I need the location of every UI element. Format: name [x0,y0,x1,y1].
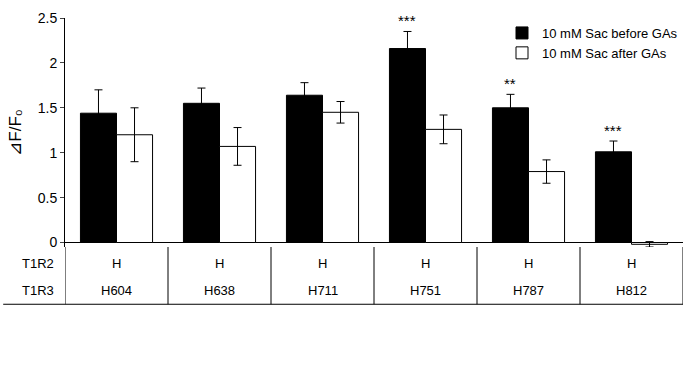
svg-text:T1R3: T1R3 [22,283,54,298]
svg-text:H604: H604 [101,283,132,298]
svg-text:0: 0 [49,234,57,250]
svg-text:H711: H711 [308,283,338,298]
svg-text:H: H [421,256,430,271]
svg-text:1: 1 [49,145,57,161]
svg-text:H: H [524,256,533,271]
svg-text:2: 2 [49,55,57,71]
svg-text:H751: H751 [410,283,441,298]
svg-text:H: H [627,256,636,271]
svg-text:2.5: 2.5 [38,10,58,26]
svg-text:10 mM Sac after GAs: 10 mM Sac after GAs [542,46,667,61]
svg-text:H: H [318,256,327,271]
svg-text:1.5: 1.5 [38,100,58,116]
svg-text:H812: H812 [616,283,647,298]
svg-text:H: H [112,256,121,271]
svg-text:H787: H787 [513,283,544,298]
svg-text:0.5: 0.5 [38,190,58,206]
svg-text:**: ** [504,75,516,92]
svg-text:⊿F/F₀: ⊿F/F₀ [6,109,25,156]
svg-text:***: *** [398,12,416,29]
svg-text:T1R2: T1R2 [22,256,54,271]
svg-text:10 mM Sac before GAs: 10 mM Sac before GAs [542,26,678,41]
svg-text:H: H [215,256,224,271]
svg-text:H638: H638 [204,283,235,298]
svg-text:***: *** [604,122,622,139]
